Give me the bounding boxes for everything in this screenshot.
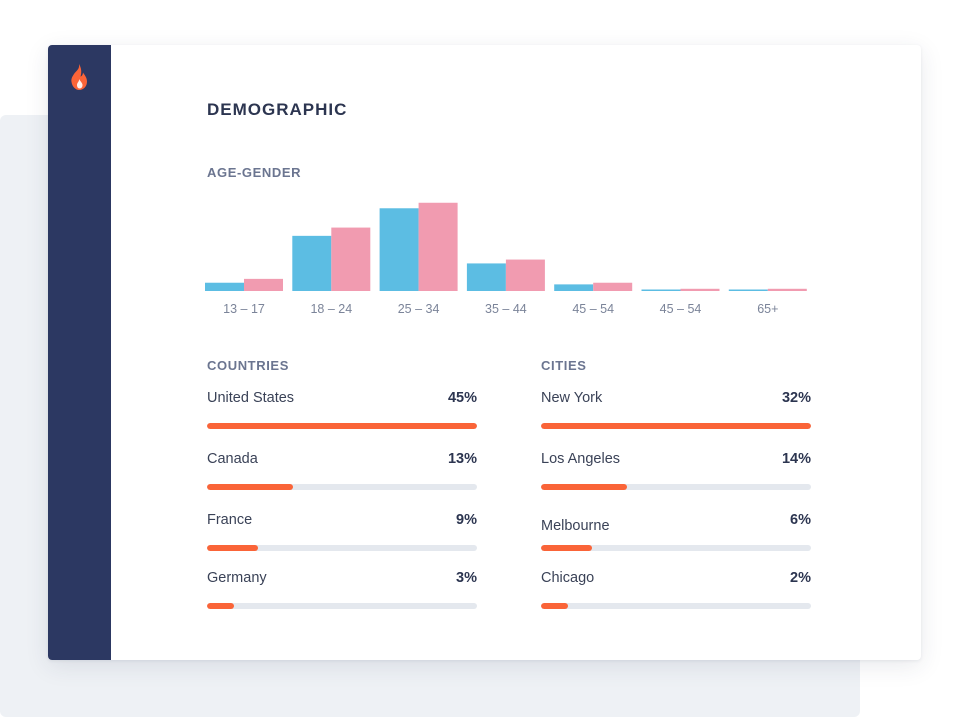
progress-fill — [207, 423, 477, 429]
progress-fill — [541, 545, 593, 551]
progress-track — [207, 603, 477, 609]
progress-track — [541, 545, 811, 551]
bar-male — [205, 282, 244, 291]
cities-label: CITIES — [541, 358, 587, 373]
page-title: DEMOGRAPHIC — [207, 100, 348, 119]
city-name: Melbourne — [541, 518, 610, 534]
progress-track — [541, 423, 811, 429]
progress-fill — [207, 603, 234, 609]
bar-female — [680, 288, 720, 291]
bar-female — [767, 288, 807, 291]
list-item: Chicago 2% — [541, 570, 811, 631]
bar-female — [331, 227, 371, 291]
country-percent: 45% — [447, 390, 477, 406]
city-percent: 2% — [790, 570, 811, 586]
countries-label: COUNTRIES — [207, 358, 289, 373]
x-tick-label: 18 – 24 — [310, 302, 352, 316]
progress-track — [207, 484, 477, 490]
city-name: Los Angeles — [541, 451, 621, 467]
progress-track — [207, 423, 477, 429]
x-tick-label: 13 – 17 — [223, 302, 265, 316]
city-name: New York — [541, 390, 603, 406]
age-gender-label: AGE-GENDER — [207, 165, 302, 180]
bar-female — [593, 282, 633, 291]
country-percent: 3% — [456, 570, 477, 586]
bar-male — [466, 263, 506, 291]
progress-fill — [207, 484, 294, 490]
age-gender-chart: 13 – 17 18 – 24 25 – 34 35 – 44 45 – 54 45 – … — [205, 195, 817, 325]
bar-female — [418, 202, 458, 291]
progress-fill — [541, 484, 628, 490]
bar-male — [554, 284, 594, 291]
country-percent: 13% — [447, 451, 477, 467]
progress-fill — [541, 603, 568, 609]
country-name: Canada — [207, 451, 258, 467]
progress-track — [207, 545, 477, 551]
flame-icon[interactable] — [67, 63, 91, 91]
list-item: France 9% — [207, 512, 477, 573]
bar-male — [379, 208, 419, 291]
demographic-card: DEMOGRAPHIC AGE-GENDER 13 – 17 18 – 24 25 … — [48, 45, 921, 660]
sidebar — [48, 45, 111, 660]
list-item: Los Angeles 14% — [541, 451, 811, 512]
progress-track — [541, 603, 811, 609]
list-item: Germany 3% — [207, 570, 477, 631]
x-tick-label: 45 – 54 — [572, 302, 614, 316]
country-name: Germany — [207, 570, 267, 586]
bar-female — [505, 259, 545, 291]
x-tick-label: 65+ — [757, 302, 778, 316]
list-item: New York 32% — [541, 390, 811, 451]
x-tick-label: 45 – 54 — [660, 302, 702, 316]
x-tick-label: 25 – 34 — [398, 302, 440, 316]
city-percent: 14% — [781, 451, 811, 467]
country-name: France — [207, 512, 253, 528]
bar-male — [641, 289, 681, 291]
cities-list: New York 32% Los Angeles 14% Melbourne 6… — [541, 390, 811, 631]
main-content: DEMOGRAPHIC AGE-GENDER 13 – 17 18 – 24 25 … — [111, 45, 921, 660]
bar-male — [292, 235, 332, 291]
x-tick-label: 35 – 44 — [485, 302, 527, 316]
progress-fill — [541, 423, 811, 429]
progress-fill — [207, 545, 259, 551]
countries-list: United States 45% Canada 13% France 9% G… — [207, 390, 477, 631]
bar-female — [244, 278, 283, 291]
city-name: Chicago — [541, 570, 595, 586]
list-item: Melbourne 6% — [541, 512, 811, 573]
country-percent: 9% — [456, 512, 477, 528]
city-percent: 6% — [790, 512, 811, 528]
city-percent: 32% — [781, 390, 811, 406]
list-item: Canada 13% — [207, 451, 477, 512]
country-name: United States — [207, 390, 295, 406]
progress-track — [541, 484, 811, 490]
list-item: United States 45% — [207, 390, 477, 451]
bar-male — [728, 289, 768, 291]
